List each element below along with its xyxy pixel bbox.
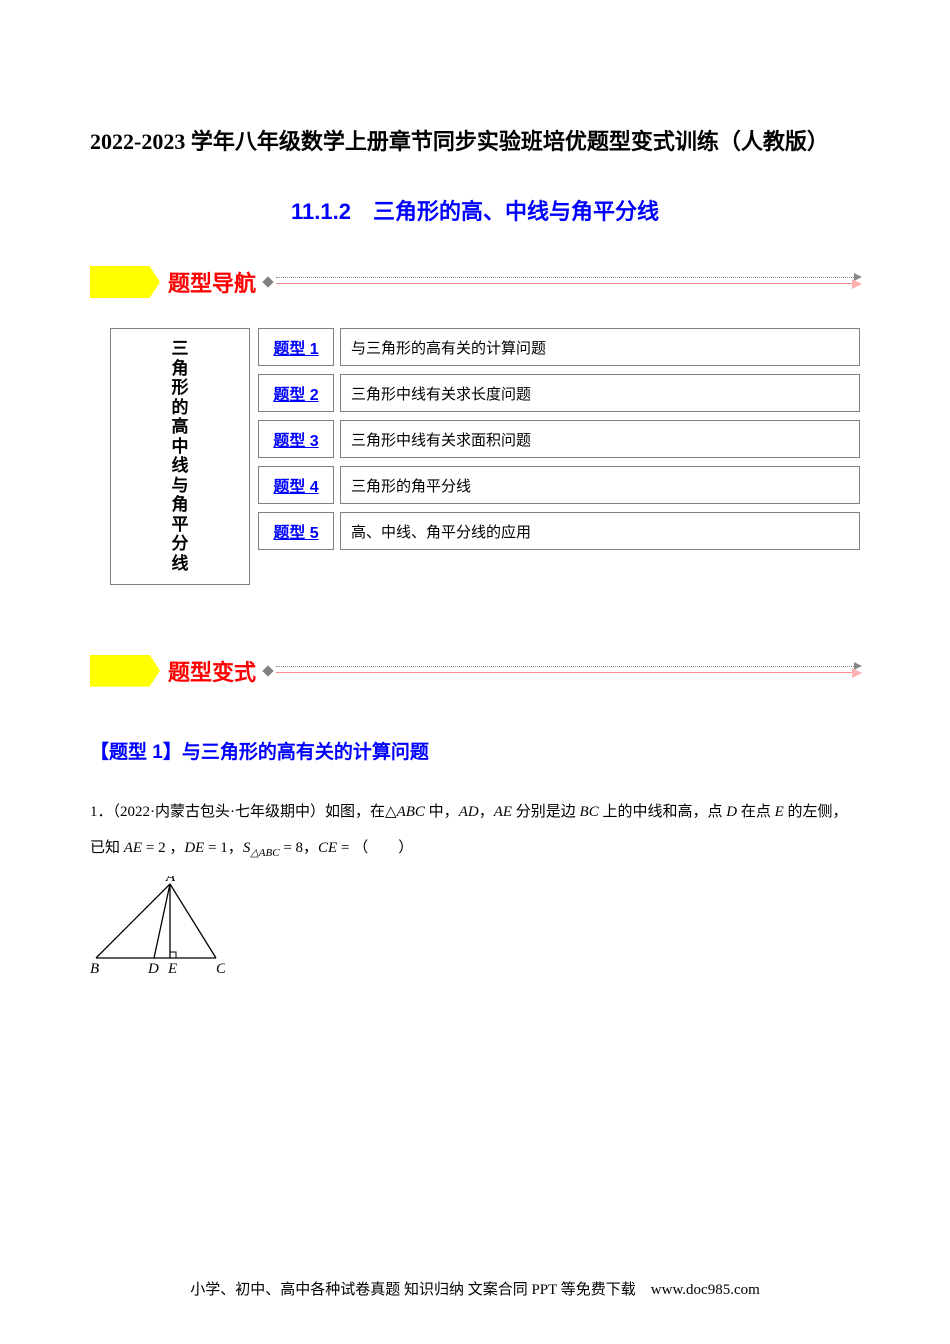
point-label: E: [775, 804, 784, 820]
prose: ，: [479, 804, 494, 820]
eq-lhs: AE: [124, 840, 142, 856]
blank-paren: （ ）: [353, 840, 413, 856]
eq-rhs: 2: [158, 840, 166, 856]
prose: ，: [228, 840, 243, 856]
svg-text:E: E: [167, 961, 177, 976]
banner-label: 题型变式: [168, 655, 256, 687]
problem-text: 1．（2022·内蒙古包头·七年级期中）如图，在△ABC 中，AD，AE 分别是…: [90, 794, 860, 866]
yellow-pentagon-icon: [90, 266, 160, 298]
prose: 分别是边: [512, 804, 580, 820]
eq-rhs: 8: [296, 840, 304, 856]
banner-label: 题型导航: [168, 266, 256, 298]
segment: AE: [494, 804, 512, 820]
doc-title-part2: 题型变式训练（人教版）: [587, 129, 829, 154]
banner-navigation: 题型导航: [90, 266, 860, 298]
problem-number: 1．: [90, 804, 113, 820]
eq-rhs: 1: [220, 840, 228, 856]
section-title: 11.1.2 三角形的高、中线与角平分线: [90, 194, 860, 226]
svg-text:C: C: [216, 961, 225, 976]
type-desc: 三角形的角平分线: [340, 466, 860, 504]
type-badge: 题型 5: [258, 512, 334, 550]
geometry-figure: A B DE C: [90, 876, 860, 981]
page-footer: 小学、初中、高中各种试卷真题 知识归纳 文案合同 PPT 等免费下载 www.d…: [0, 1278, 950, 1299]
svg-text:D: D: [147, 961, 159, 976]
document-title: 2022-2023 学年八年级数学上册章节同步实验班培优题型变式训练（人教版）: [90, 120, 860, 164]
prose: 上的中线和高，点: [599, 804, 727, 820]
prose: ，: [166, 840, 185, 856]
prose: ，: [303, 840, 318, 856]
diamond-icon: [262, 276, 273, 287]
diamond-icon: [262, 665, 273, 676]
arrow-right-icon: [852, 279, 862, 289]
dotted-arrow-line: [276, 662, 860, 680]
question-type-grid: 三角形的高中线与角平分线 题型 1 与三角形的高有关的计算问题 题型 2 三角形…: [110, 328, 860, 585]
eq-sign: =: [280, 840, 296, 856]
question-type-row: 题型 2 三角形中线有关求长度问题: [258, 374, 860, 412]
type-badge: 题型 2: [258, 374, 334, 412]
question-type-list: 题型 1 与三角形的高有关的计算问题 题型 2 三角形中线有关求长度问题 题型 …: [258, 328, 860, 585]
prose: 在点: [737, 804, 775, 820]
type-badge: 题型 4: [258, 466, 334, 504]
segment: AD: [459, 804, 479, 820]
dotted-arrow-line: [276, 273, 860, 291]
type-badge: 题型 1: [258, 328, 334, 366]
question-type-row: 题型 5 高、中线、角平分线的应用: [258, 512, 860, 550]
question-type-row: 题型 1 与三角形的高有关的计算问题: [258, 328, 860, 366]
type-desc: 三角形中线有关求长度问题: [340, 374, 860, 412]
prose: 如图，在: [325, 804, 385, 820]
type-desc: 与三角形的高有关的计算问题: [340, 328, 860, 366]
subscript: △ABC: [250, 847, 279, 859]
banner-variation: 题型变式: [90, 655, 860, 687]
prose: 中，: [425, 804, 459, 820]
eq-sign: =: [337, 840, 353, 856]
type-desc: 高、中线、角平分线的应用: [340, 512, 860, 550]
topic-vertical-label: 三角形的高中线与角平分线: [110, 328, 250, 585]
triangle-symbol: △: [385, 804, 397, 820]
problem-source: （2022·内蒙古包头·七年级期中）: [113, 804, 326, 820]
eq-sign: =: [204, 840, 220, 856]
svg-text:B: B: [90, 961, 99, 976]
sub-heading: 【题型 1】与三角形的高有关的计算问题: [90, 737, 860, 764]
yellow-pentagon-icon: [90, 655, 160, 687]
triangle-name: ABC: [397, 804, 425, 820]
svg-text:A: A: [165, 876, 176, 885]
question-type-row: 题型 4 三角形的角平分线: [258, 466, 860, 504]
eq-lhs: DE: [184, 840, 204, 856]
triangle-diagram: A B DE C: [90, 876, 225, 976]
point-label: D: [726, 804, 737, 820]
eq-lhs: CE: [318, 840, 337, 856]
arrow-right-icon: [852, 668, 862, 678]
eq-sign: =: [142, 840, 158, 856]
question-type-row: 题型 3 三角形中线有关求面积问题: [258, 420, 860, 458]
segment: BC: [580, 804, 599, 820]
type-badge: 题型 3: [258, 420, 334, 458]
type-desc: 三角形中线有关求面积问题: [340, 420, 860, 458]
doc-title-part1: 2022-2023 学年八年级数学上册章节同步实验班培优: [90, 129, 587, 154]
